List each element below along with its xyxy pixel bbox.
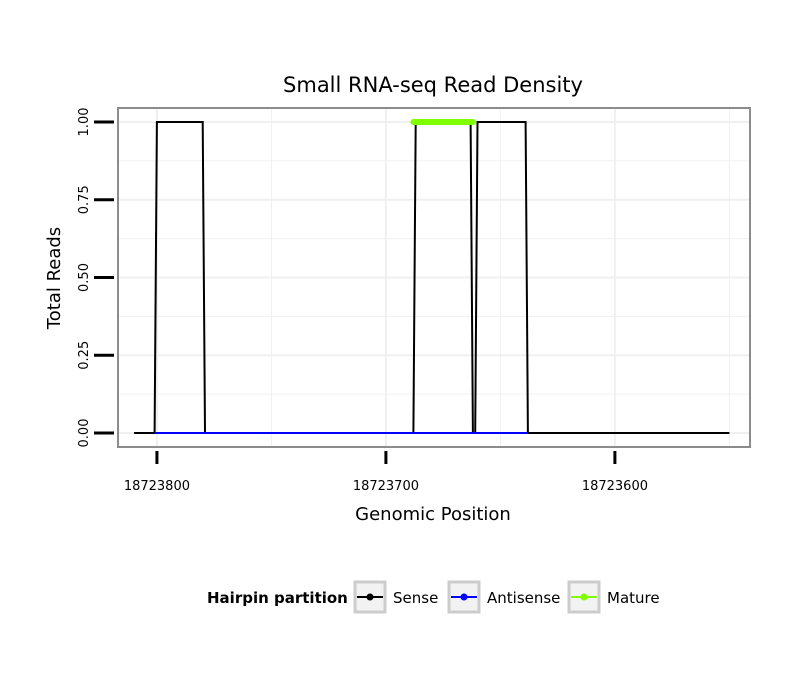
x-axis-label: Genomic Position bbox=[355, 504, 511, 525]
x-tick-label: 18723600 bbox=[582, 479, 648, 494]
legend-key-point bbox=[580, 593, 588, 601]
y-tick-label: 0.50 bbox=[77, 263, 92, 292]
legend-key-point bbox=[460, 593, 468, 601]
axes: 18723800 18723700 18723600 0.00 0.25 0.50 0.75… bbox=[77, 108, 648, 494]
gridlines bbox=[118, 108, 750, 447]
y-tick-label: 0.25 bbox=[77, 341, 92, 370]
legend-label-sense: Sense bbox=[393, 589, 438, 607]
x-tick-label: 18723700 bbox=[353, 479, 419, 494]
legend-label-antisense: Antisense bbox=[487, 589, 560, 607]
x-tick-label: 18723800 bbox=[124, 479, 190, 494]
y-tick-label: 0.00 bbox=[77, 419, 92, 448]
chart-title: Small RNA-seq Read Density bbox=[283, 73, 583, 97]
series-group bbox=[134, 119, 730, 434]
y-tick-label: 0.75 bbox=[77, 185, 92, 214]
legend-label-mature: Mature bbox=[607, 589, 660, 607]
y-tick-label: 1.00 bbox=[77, 108, 92, 137]
plot-panel-border bbox=[117, 107, 751, 448]
legend-title: Hairpin partition bbox=[207, 589, 348, 607]
legend: Hairpin partition Sense Antisense Mature bbox=[207, 580, 660, 614]
y-axis-label: Total Reads bbox=[44, 227, 65, 330]
legend-key-point bbox=[366, 593, 374, 601]
